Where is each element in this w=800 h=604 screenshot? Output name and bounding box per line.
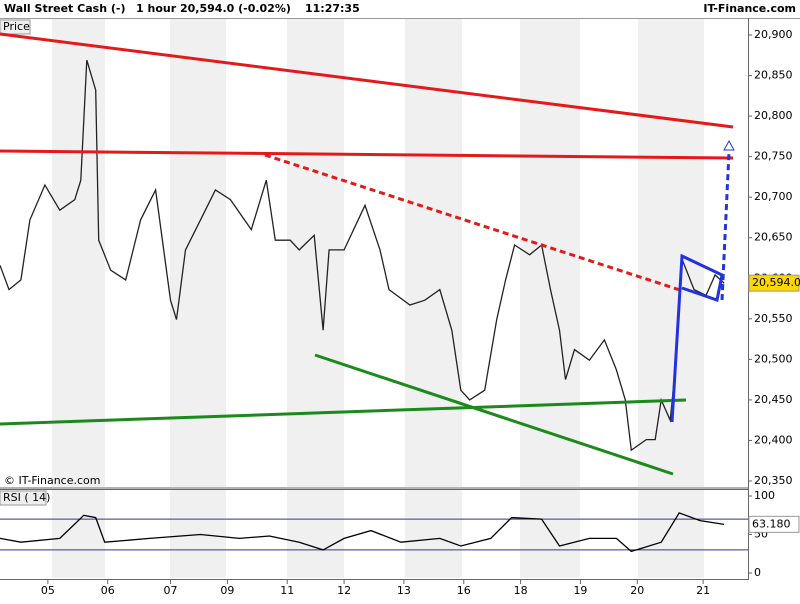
x-tick-label: 05 (41, 584, 55, 597)
x-tick-label: 20 (630, 584, 644, 597)
trend-line (314, 353, 674, 476)
band (287, 490, 344, 578)
current-label: 20,594.0 (752, 276, 800, 289)
trend-line (0, 32, 734, 129)
current-tag (748, 515, 800, 533)
y-tick-label: 20,450 (754, 393, 793, 406)
panel-title-box (0, 19, 31, 35)
y-tick-label: 20,550 (754, 312, 793, 325)
target-line (720, 151, 731, 301)
trend-line (264, 153, 681, 292)
band (638, 490, 704, 578)
panel-title: RSI ( 14) (3, 491, 50, 504)
x-tick-label: 18 (514, 584, 528, 597)
panel-title-box (0, 490, 47, 506)
band (405, 490, 462, 578)
y-tick-label: 20,350 (754, 474, 793, 487)
x-tick-label: 16 (457, 584, 471, 597)
y-tick-label: 20,700 (754, 190, 793, 203)
band (52, 19, 105, 487)
trend-line (0, 149, 734, 160)
time: 11:27:35 (305, 2, 360, 15)
x-tick-label: 21 (696, 584, 710, 597)
trend-line (0, 398, 687, 426)
x-tick-label: 13 (397, 584, 411, 597)
symbol: Wall Street Cash (-) (4, 2, 125, 15)
quote: 20,594.0 (-0.02%) (180, 2, 291, 15)
trend-lines (0, 32, 735, 476)
panel-title: Price (3, 20, 30, 33)
y-tick-label: 20,400 (754, 433, 793, 446)
price-line (0, 512, 725, 553)
y-tick-label: 0 (754, 566, 761, 579)
y-tick-label: 20,650 (754, 231, 793, 244)
x-tick-label: 12 (337, 584, 351, 597)
interval: 1 hour (136, 2, 177, 15)
y-tick-label: 20,800 (754, 109, 793, 122)
y-tick-label: 20,750 (754, 150, 793, 163)
watermark: © IT-Finance.com (4, 474, 101, 487)
band (170, 19, 226, 487)
target-arrow (723, 139, 735, 151)
y-tick-label: 20,500 (754, 352, 793, 365)
plot: 20,90020,85020,80020,75020,70020,65020,6… (0, 28, 800, 597)
y-tick-label: 20,900 (754, 28, 793, 41)
band (520, 490, 580, 578)
y-tick-label: 20,850 (754, 69, 793, 82)
band (170, 490, 226, 578)
brand: IT-Finance.com (703, 2, 796, 15)
x-tick-label: 19 (573, 584, 587, 597)
x-tick-label: 07 (164, 584, 178, 597)
y-tick-label: 100 (754, 489, 775, 502)
band (52, 490, 105, 578)
x-tick-label: 11 (280, 584, 294, 597)
x-tick-label: 06 (101, 584, 115, 597)
current-tag (748, 274, 800, 292)
current-label: 63.180 (752, 517, 791, 530)
price-line (0, 59, 725, 452)
x-tick-label: 09 (220, 584, 234, 597)
